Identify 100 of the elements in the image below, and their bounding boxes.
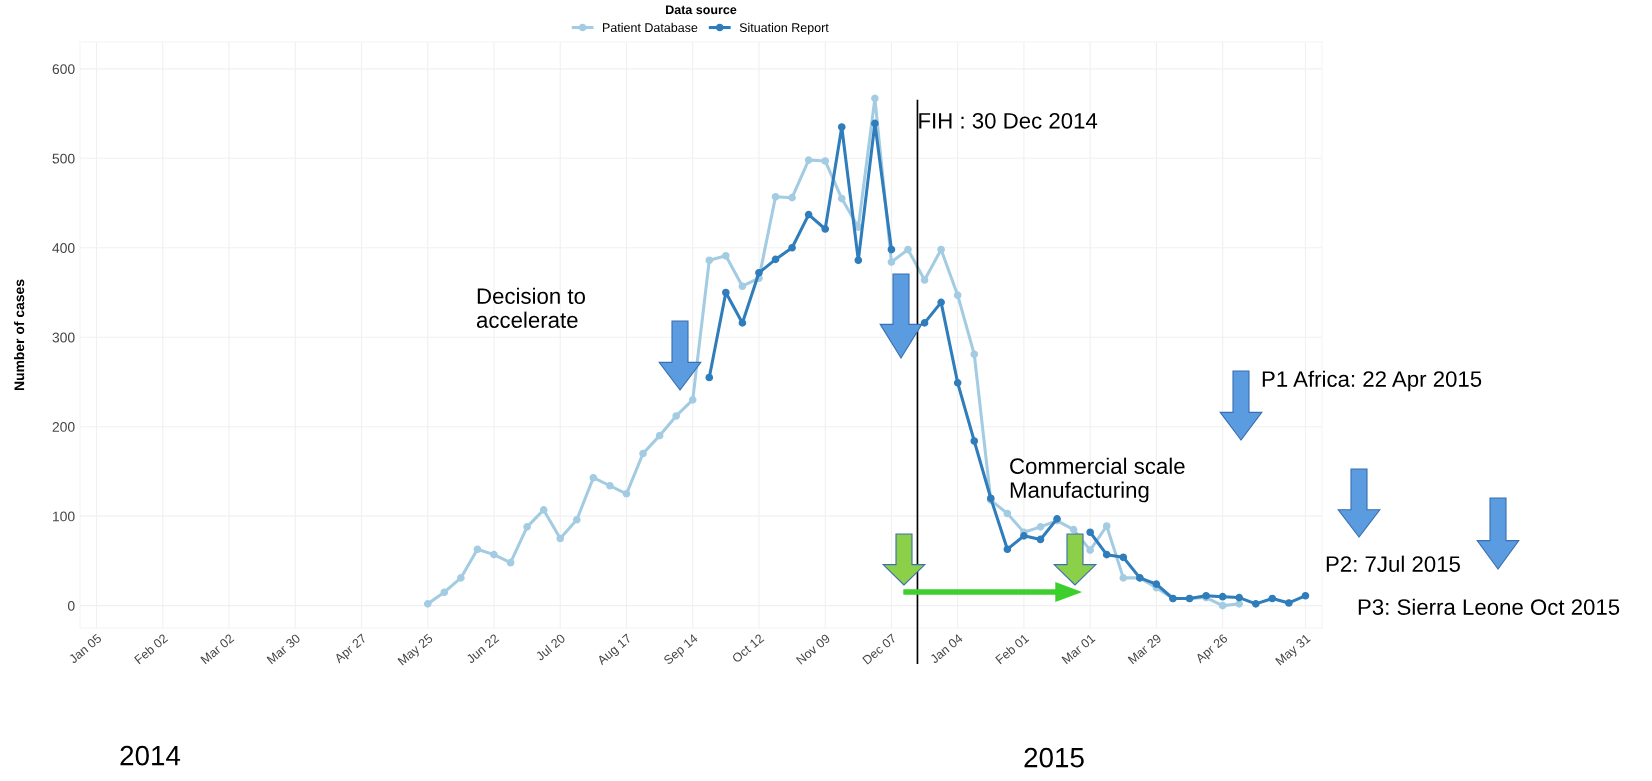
point [854, 256, 863, 265]
point [788, 193, 796, 202]
point [970, 350, 979, 359]
point [622, 489, 631, 498]
y-tick-label: 100 [53, 511, 75, 522]
x-tick-label: Mar 02 [200, 633, 235, 665]
point [440, 588, 449, 597]
x-tick-label: Apr 26 [1194, 633, 1230, 666]
point [490, 550, 498, 559]
point [738, 319, 747, 327]
annotation: P1 Africa: 22 Apr 2015 [1262, 370, 1482, 392]
point [1301, 591, 1310, 600]
point [1086, 546, 1094, 554]
x-tick-label: Sep 14 [663, 633, 700, 667]
point [1251, 600, 1260, 608]
y-axis-title: Number of cases [14, 279, 25, 391]
legend-label: Situation Report [739, 22, 829, 35]
point [771, 255, 780, 264]
point [837, 123, 846, 131]
point [1003, 545, 1012, 554]
point [705, 256, 714, 265]
point [655, 431, 664, 440]
x-tick-label: Aug 17 [596, 633, 634, 668]
x-tick-label: Apr 27 [333, 633, 369, 666]
y-tick-label: 300 [52, 332, 75, 343]
point [788, 243, 796, 252]
point [589, 473, 598, 482]
point [572, 515, 581, 524]
point [1086, 528, 1094, 537]
point [821, 225, 830, 233]
point [722, 288, 730, 297]
x-tick-label: Jun 22 [465, 633, 500, 664]
point [821, 157, 830, 165]
point [506, 558, 515, 567]
point [937, 245, 945, 254]
point [871, 119, 879, 128]
point [473, 545, 482, 554]
text: 2015 [1024, 747, 1084, 768]
point [606, 481, 614, 490]
x-tick-label: Feb 02 [133, 633, 169, 665]
point [1285, 599, 1293, 607]
point [837, 194, 846, 203]
point [887, 245, 896, 254]
text: P2: 7Jul 2015 [1326, 555, 1460, 572]
point [738, 282, 747, 291]
point [1069, 525, 1078, 534]
point [639, 449, 647, 458]
point [539, 506, 548, 514]
point [970, 437, 979, 445]
point [937, 298, 945, 307]
x-tick-label: Jan 05 [68, 633, 103, 664]
legend-title: Data source [666, 5, 737, 15]
point [705, 373, 714, 382]
x-tick-label: May 31 [1275, 633, 1313, 668]
point [672, 412, 680, 420]
point [755, 269, 763, 277]
point [523, 523, 531, 531]
point [953, 291, 962, 300]
point [722, 252, 730, 260]
x-tick-label: Mar 29 [1127, 633, 1162, 665]
x-tick-label: Jul 20 [534, 633, 566, 662]
point [1152, 580, 1161, 588]
point [804, 156, 813, 164]
point [920, 319, 929, 327]
text: P3: Sierra Leone Oct 2015 [1358, 598, 1620, 615]
x-tick-label: Oct 12 [731, 633, 765, 664]
point [556, 534, 565, 543]
point [1235, 593, 1244, 602]
point [804, 210, 813, 219]
y-tick-label: 0 [67, 600, 75, 611]
x-tick-label: May 25 [397, 633, 435, 668]
ref-line-label: FIH : 30 Dec 2014 [919, 112, 1098, 129]
y-tick-label: 500 [52, 153, 75, 164]
point [423, 600, 432, 608]
legend-label: Patient Database [603, 22, 698, 33]
point [1020, 532, 1028, 540]
x-tick-label: Mar 30 [266, 633, 301, 665]
point [688, 396, 697, 404]
point [1218, 592, 1227, 601]
x-tick-label: Feb 01 [994, 633, 1030, 665]
point [1119, 574, 1128, 582]
y-tick-label: 200 [52, 422, 75, 432]
point [1102, 550, 1111, 559]
y-tick-label: 400 [52, 243, 75, 253]
point [1218, 601, 1227, 610]
point [953, 379, 962, 387]
text: 2014 [120, 745, 181, 766]
point [1036, 535, 1045, 544]
x-tick-label: Mar 01 [1061, 633, 1096, 665]
annotation: Commercial scale Manufacturing [1010, 457, 1185, 503]
annotation: Decision to accelerate [476, 287, 585, 328]
point [1119, 553, 1128, 562]
point [871, 94, 879, 103]
x-tick-label: Dec 07 [862, 633, 897, 665]
point [1235, 600, 1244, 608]
point [920, 276, 929, 284]
point [1102, 522, 1111, 530]
x-tick-label: Jan 04 [929, 633, 964, 664]
point [457, 574, 465, 582]
x-tick-label: Nov 09 [795, 633, 831, 665]
